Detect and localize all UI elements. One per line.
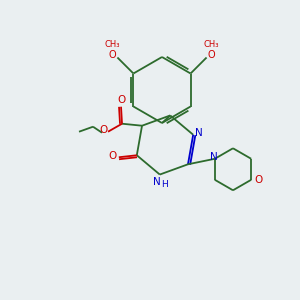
- Text: O: O: [208, 50, 215, 59]
- Text: CH₃: CH₃: [105, 40, 120, 49]
- Text: O: O: [117, 95, 125, 105]
- Text: O: O: [109, 151, 117, 161]
- Text: N: N: [195, 128, 203, 138]
- Text: O: O: [254, 175, 262, 185]
- Text: CH₃: CH₃: [204, 40, 219, 49]
- Text: O: O: [109, 50, 116, 59]
- Text: O: O: [99, 125, 107, 135]
- Text: N: N: [153, 176, 161, 187]
- Text: N: N: [210, 152, 218, 162]
- Text: H: H: [161, 180, 168, 189]
